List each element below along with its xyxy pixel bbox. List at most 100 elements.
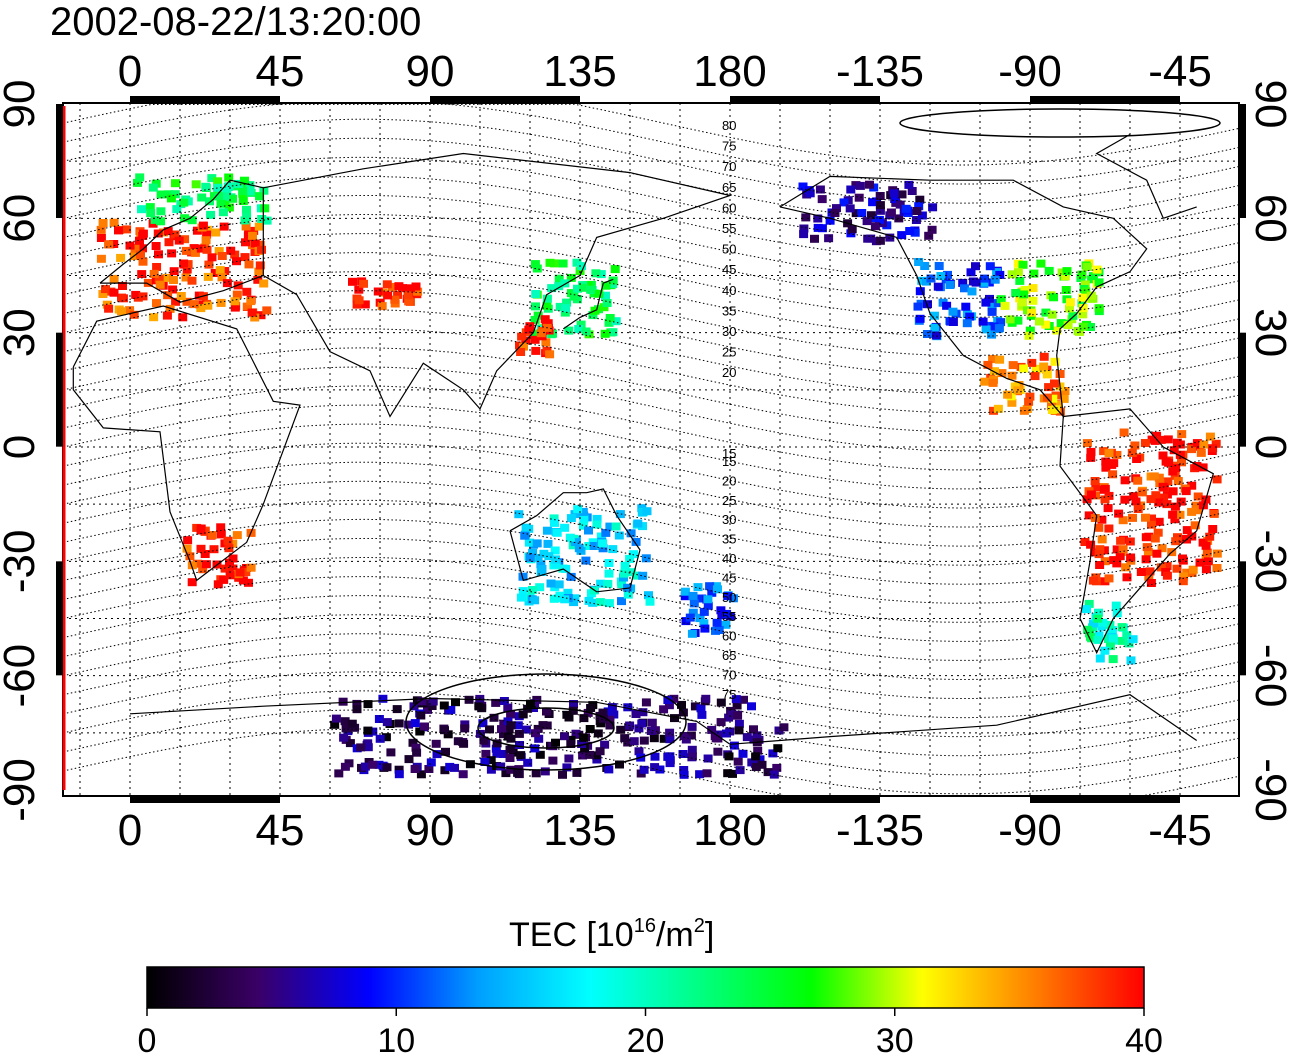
tec-cell	[404, 720, 414, 729]
tec-cell	[352, 300, 362, 309]
tec-cell	[104, 240, 114, 249]
tec-cell	[610, 265, 620, 274]
tec-cell	[945, 281, 955, 289]
tec-cell	[579, 283, 589, 292]
tec-cell	[890, 195, 900, 204]
tec-cell	[687, 745, 697, 754]
tec-cell	[360, 762, 370, 771]
tec-cell	[554, 282, 564, 291]
tec-cell	[256, 311, 266, 320]
frame-bar-top	[730, 96, 880, 103]
bottom-lon-tick: 90	[406, 806, 455, 855]
tec-cell	[1152, 549, 1162, 558]
tec-cell	[924, 231, 934, 240]
tec-cell	[531, 290, 541, 298]
tec-cell	[639, 736, 649, 745]
colorbar-title-exp2: 2	[694, 915, 705, 937]
tec-cell	[248, 231, 257, 240]
tec-cell	[688, 608, 698, 617]
tec-cell	[533, 724, 543, 733]
tec-cell	[330, 720, 340, 729]
tec-cell	[1084, 599, 1094, 608]
tec-cell	[586, 285, 596, 294]
tec-cell	[700, 624, 710, 633]
tec-cell	[1170, 515, 1180, 524]
tec-cell	[1007, 398, 1017, 407]
tec-cell	[445, 762, 455, 771]
tec-cell	[544, 552, 554, 561]
tec-cell	[641, 698, 651, 707]
tec-cell	[1097, 515, 1107, 524]
tec-cell	[721, 620, 731, 629]
bottom-lon-tick: 45	[256, 806, 305, 855]
tec-cell	[768, 749, 778, 758]
tec-cell	[665, 735, 675, 744]
tec-cell	[655, 765, 665, 774]
tec-cell	[747, 758, 757, 767]
tec-cell	[1175, 510, 1185, 519]
tec-cell	[359, 279, 368, 288]
tec-cell	[517, 332, 527, 341]
tec-cell	[586, 704, 596, 712]
tec-cell	[171, 179, 180, 188]
tec-cell	[870, 222, 880, 231]
tec-cell	[241, 238, 250, 247]
tec-cell	[1187, 532, 1197, 541]
tec-cell	[241, 222, 251, 231]
tec-cell	[1178, 554, 1187, 563]
tec-cell	[1080, 280, 1090, 289]
mlat-contour	[62, 728, 1240, 797]
tec-cell	[443, 730, 453, 739]
tec-cell	[262, 306, 272, 315]
tec-cell	[996, 295, 1006, 304]
tec-cell	[356, 743, 366, 752]
tec-cell	[716, 606, 726, 615]
tec-cell	[238, 187, 248, 196]
tec-cell	[530, 315, 540, 324]
tec-cell	[1114, 509, 1124, 518]
tec-cell	[579, 514, 589, 523]
contour-label-north: 40	[722, 283, 736, 298]
tec-cell	[728, 769, 737, 778]
tec-cell	[545, 350, 555, 359]
tec-cell	[415, 727, 425, 736]
tec-cell	[394, 282, 404, 291]
tec-cell	[550, 546, 560, 555]
frame-bar-left	[56, 561, 63, 676]
tec-cell	[98, 219, 108, 227]
contour-label-north: 55	[722, 221, 736, 236]
tec-cell	[1053, 400, 1063, 409]
tec-cell	[155, 280, 165, 289]
tec-cell	[626, 529, 636, 538]
tec-cell	[180, 235, 190, 244]
tec-cell	[713, 585, 722, 594]
tec-cell	[163, 190, 173, 199]
tec-cell	[1129, 492, 1139, 501]
tec-cell	[875, 192, 885, 200]
tec-cell	[1098, 618, 1108, 627]
contour-label-north: 65	[722, 180, 736, 195]
tec-cell	[688, 591, 698, 600]
tec-cell	[536, 329, 546, 338]
tec-cell	[1015, 276, 1025, 285]
tec-cell	[1044, 266, 1054, 275]
tec-cell	[1198, 501, 1208, 510]
tec-cell	[368, 760, 378, 769]
tec-cell	[913, 302, 923, 311]
tec-cell	[638, 522, 647, 531]
contour-label-south: 20	[722, 473, 736, 488]
tec-cell	[570, 538, 580, 547]
tec-cell	[604, 569, 614, 578]
tec-cell	[914, 202, 924, 211]
tec-cell	[550, 518, 559, 527]
tec-cell	[189, 244, 199, 253]
tec-cell	[196, 526, 206, 535]
tec-cell	[1157, 544, 1167, 553]
tec-cell	[440, 766, 450, 775]
tec-cell	[1168, 510, 1178, 519]
bottom-lon-tick: -45	[1148, 806, 1212, 855]
tec-cell	[601, 291, 610, 300]
map-graticule	[63, 103, 1239, 796]
tec-cell	[412, 696, 422, 705]
tec-cell	[1094, 608, 1103, 617]
